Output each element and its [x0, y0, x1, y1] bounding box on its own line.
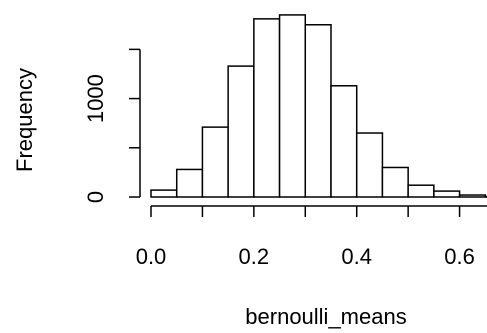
histogram-bar [433, 190, 461, 198]
histogram-bar [355, 132, 384, 198]
x-axis-label: bernoulli_means [245, 304, 406, 329]
histogram-bar [330, 85, 358, 198]
x-tick-label: 0.0 [136, 244, 167, 269]
histogram-bar [278, 14, 307, 198]
y-tick-label: 0 [83, 191, 108, 203]
histogram-bar [175, 168, 204, 198]
x-tick-label: 0.2 [239, 244, 270, 269]
y-axis: 0 1000 [83, 48, 141, 203]
histogram-bar [227, 65, 255, 198]
y-tick-label: 1000 [83, 74, 108, 123]
x-tick-label: 0.4 [341, 244, 372, 269]
histogram-bar [253, 18, 281, 198]
histogram-bar [304, 24, 332, 198]
x-tick-label: 0.6 [444, 244, 475, 269]
histogram-bar [381, 166, 409, 198]
histogram-bar [458, 194, 487, 198]
histogram-bar [150, 189, 178, 198]
bars-group [150, 14, 487, 198]
histogram-bar [201, 126, 229, 198]
y-axis-label: Frequency [12, 68, 37, 172]
histogram-bar [407, 184, 435, 198]
x-axis: 0.0 0.2 0.4 0.6 [136, 205, 487, 269]
